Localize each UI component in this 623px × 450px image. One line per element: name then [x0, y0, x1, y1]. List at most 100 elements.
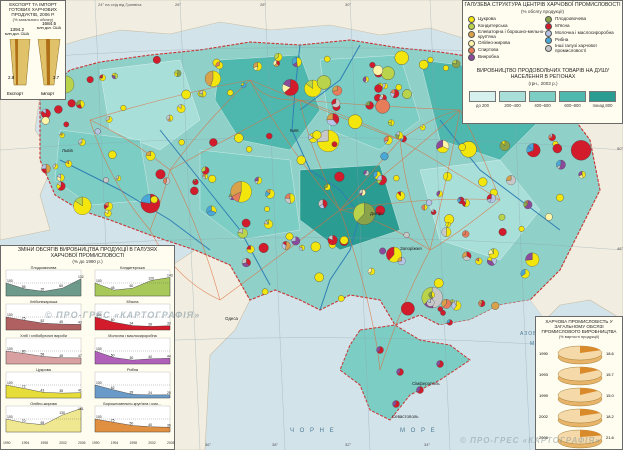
- chart-area: [94, 316, 171, 331]
- pie-slice: [446, 319, 450, 324]
- year-tick-label: 1990: [3, 441, 11, 445]
- pie-slice: [436, 140, 443, 150]
- chart-area: [94, 384, 171, 399]
- density-swatch: [559, 91, 586, 102]
- pie-slice: [401, 135, 407, 143]
- chart-value-label: 130: [59, 411, 65, 415]
- pie-slice: [463, 198, 466, 204]
- pie-slice: [181, 89, 191, 100]
- export-value: 1394.2: [9, 27, 25, 32]
- branch-legend-item: Елеваторна і борошно-мельно-круп'яна: [468, 29, 546, 40]
- industry-centre-pie: [525, 252, 540, 267]
- pie-slice: [363, 170, 367, 175]
- industry-centre-pie: [369, 61, 376, 69]
- density-label: 200–400: [504, 103, 521, 108]
- chart-value-label: 24: [148, 391, 152, 395]
- production-change-chart: 100 72 43 38 41 Цукрова: [5, 368, 82, 399]
- watermark: © ПРО-ГРЕС «КАРТОГРАФІЯ»: [45, 310, 201, 320]
- industry-centre-pie: [59, 132, 65, 138]
- pie-slice: [59, 132, 63, 136]
- legend-label: Рибна: [555, 37, 569, 43]
- city-label: Одеса: [225, 316, 239, 321]
- industry-share-panel: ХАРЧОВА ПРОМИСЛОВІСТЬ У ЗАГАЛЬНОМУ ОБСЯЗ…: [535, 316, 623, 450]
- industry-centre-pie: [163, 177, 171, 185]
- industry-centre-pie: [462, 230, 470, 238]
- pie-slice: [324, 183, 328, 189]
- pie-slice: [380, 152, 389, 161]
- pie-slice: [79, 138, 86, 146]
- pie-slice: [498, 213, 506, 221]
- pie-slice: [339, 235, 349, 245]
- branch-legend-item: Інші галузі харчової промисловості: [545, 43, 623, 54]
- pie-slice: [246, 245, 251, 250]
- industry-centre-pie: [365, 101, 374, 110]
- industry-centre-pie: [523, 200, 533, 210]
- chart-area: [5, 408, 82, 433]
- pie-slice: [353, 202, 365, 222]
- meridian-line: [179, 0, 201, 450]
- industry-centre-pie: [331, 141, 338, 148]
- pie-slice: [377, 346, 384, 354]
- density-swatch: [499, 91, 526, 102]
- chart-value-label: 43: [78, 320, 82, 324]
- pie-slice: [57, 181, 62, 187]
- industry-centre-pie: [201, 166, 210, 175]
- legend-swatch: [468, 39, 475, 47]
- pie-slice: [443, 172, 448, 181]
- industry-centre-pie: [478, 299, 486, 307]
- industry-centre-pie: [334, 171, 345, 182]
- city-label: Севастополь: [392, 414, 419, 419]
- industry-centre-pie: [446, 319, 453, 326]
- industry-centre-pie: [178, 139, 185, 146]
- pie-slice: [501, 140, 505, 147]
- share-disc: 1993 15.7: [539, 366, 615, 386]
- pie-slice: [421, 204, 425, 211]
- industry-centre-pie: [190, 186, 199, 196]
- pie-slice: [177, 104, 182, 109]
- transport-route: [399, 139, 431, 251]
- legend-swatch: [545, 45, 552, 53]
- pie-slice: [305, 79, 313, 89]
- pie-slice: [395, 84, 402, 91]
- industry-centre-pie: [152, 55, 161, 64]
- pie-slice: [498, 228, 507, 236]
- transport-route: [89, 119, 171, 171]
- pie-slice: [215, 61, 220, 67]
- legend-swatch: [545, 37, 552, 44]
- pie-slice: [111, 72, 116, 77]
- chart-value-label: 75: [22, 316, 26, 320]
- pie-slice: [41, 163, 47, 170]
- pie-slice: [57, 181, 66, 191]
- pie-slice: [328, 235, 333, 241]
- chart-value-label: 80: [22, 350, 26, 354]
- industry-centre-pie: [462, 251, 472, 261]
- industry-centre-pie: [440, 310, 446, 316]
- pie-slice: [193, 178, 196, 183]
- pie-slice: [402, 89, 412, 99]
- pie-slice: [525, 252, 533, 261]
- pie-slice: [253, 62, 258, 68]
- pie-slice: [240, 82, 247, 89]
- industry-share-chart: 1990 18.6 1993 15.7 1999 15.0 2002 18.2 2006 21.6: [539, 345, 615, 449]
- pie-slice: [41, 116, 50, 125]
- industry-centre-pie: [363, 170, 370, 176]
- export-share: 2.8: [8, 75, 15, 80]
- industry-centre-pie: [285, 232, 294, 241]
- density-class: до 200: [469, 91, 496, 108]
- legend-label: Елеваторна і борошно-мельно-круп'яна: [478, 29, 545, 39]
- export-import-cones: [9, 39, 61, 86]
- industry-centre-pie: [397, 257, 406, 265]
- chart-value-label: 100: [7, 347, 13, 351]
- industry-centre-pie: [104, 209, 112, 217]
- pie-slice: [387, 119, 392, 123]
- chart-value-label: 41: [78, 389, 82, 393]
- industry-centre-pie: [419, 124, 426, 131]
- branch-legend-item: Спиртова: [468, 46, 546, 54]
- industry-centre-pie: [478, 177, 488, 187]
- pie-slice: [527, 143, 534, 151]
- industry-centre-pie: [234, 133, 244, 143]
- industry-centre-pie: [332, 85, 343, 96]
- industry-centre-pie: [199, 90, 207, 98]
- graticule-label-34: 34°: [424, 442, 430, 447]
- pie-slice: [86, 76, 94, 84]
